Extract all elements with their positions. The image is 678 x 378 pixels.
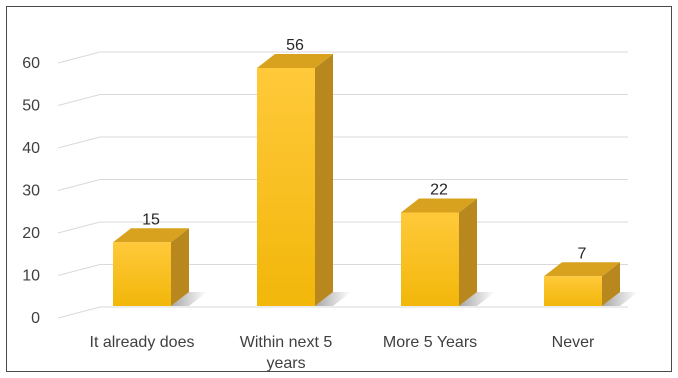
data-label: 22 (430, 182, 448, 199)
bar-front (257, 68, 315, 306)
bar-top (401, 198, 477, 213)
y-tick-label: 20 (22, 225, 40, 242)
gridline (57, 136, 628, 149)
gridline (57, 306, 628, 319)
chart-frame (6, 6, 672, 372)
bars: 15 56 22 7 (113, 37, 638, 306)
bar-shadow (315, 292, 351, 306)
bar-shadow (459, 292, 495, 306)
y-tick-label: 10 (22, 268, 40, 285)
bar-front (113, 242, 171, 306)
y-axis-ticks: 0 10 20 30 40 50 60 (22, 55, 40, 327)
bar: 15 (113, 211, 207, 306)
data-label: 7 (578, 245, 587, 262)
y-tick-label: 0 (31, 310, 40, 327)
bar-shadow (171, 292, 207, 306)
y-tick-label: 50 (22, 98, 40, 115)
data-label: 56 (286, 37, 304, 54)
bar-side (315, 54, 333, 306)
data-label: 15 (142, 211, 160, 228)
bar-front (544, 276, 602, 306)
x-category-label: Never (552, 334, 595, 351)
gridline (57, 94, 628, 106)
bar-top (113, 228, 189, 243)
x-category-label: It already does (90, 334, 195, 351)
bar-top (257, 54, 333, 68)
bar-side (171, 228, 189, 306)
bar: 56 (257, 37, 351, 306)
bar-top (544, 262, 620, 277)
bar-side (459, 198, 477, 306)
x-category-label: More 5 Years (383, 334, 477, 351)
bar: 7 (544, 245, 638, 306)
y-tick-label: 30 (22, 183, 40, 200)
x-category-label: Within next 5 years (240, 334, 333, 372)
x-axis-labels: It already does Within next 5 years More 5 … (90, 334, 595, 372)
bar-shadow (602, 292, 638, 306)
bar-side (602, 262, 620, 306)
y-tick-label: 60 (22, 55, 40, 72)
bar-front (401, 212, 459, 306)
bar: 22 (401, 182, 495, 306)
y-tick-label: 40 (22, 140, 40, 157)
gridline (57, 179, 628, 191)
gridline (57, 51, 628, 64)
